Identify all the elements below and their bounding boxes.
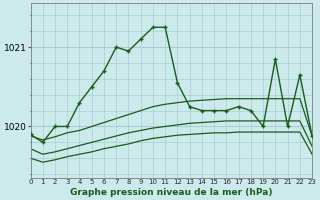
- X-axis label: Graphe pression niveau de la mer (hPa): Graphe pression niveau de la mer (hPa): [70, 188, 273, 197]
